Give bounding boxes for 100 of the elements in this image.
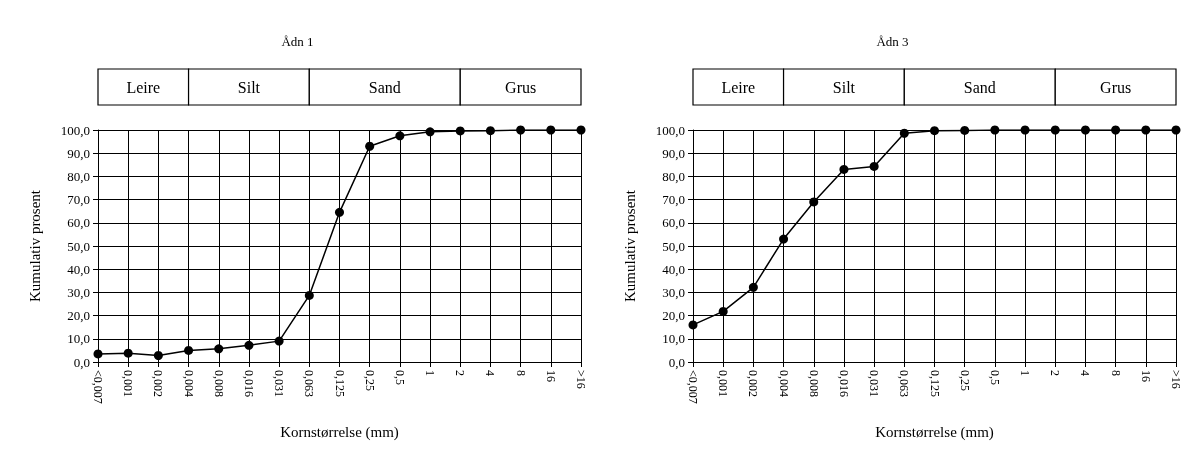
x-tick-label: 0,004 [776, 370, 791, 397]
x-tick-label: 8 [1108, 370, 1123, 376]
x-tick-label: 0,001 [121, 370, 136, 397]
y-tick-label: 90,0 [67, 145, 90, 161]
point [576, 125, 586, 135]
point [425, 127, 435, 137]
point [1080, 125, 1090, 135]
y-axis-title: Kumulativ prosent [621, 189, 638, 303]
text: Grus [505, 78, 537, 96]
y-tick-label: 100,0 [60, 122, 90, 138]
point [244, 340, 254, 350]
x-tick-label: 0,063 [302, 370, 317, 397]
y-tick-label: 60,0 [67, 215, 90, 231]
text: Sand [368, 78, 401, 96]
point [1141, 125, 1151, 135]
chart-title: Ådn 1 [281, 34, 314, 49]
y-tick-label: 20,0 [662, 308, 685, 324]
point [899, 128, 909, 138]
x-tick-label: 1 [423, 370, 438, 376]
x-tick-label: 4 [1078, 370, 1093, 376]
point [485, 126, 495, 136]
y-tick-label: 50,0 [662, 238, 685, 254]
point [214, 344, 224, 354]
x-tick-label: <0,007 [91, 370, 105, 404]
y-tick-label: 10,0 [67, 331, 90, 347]
x-tick-label: 0,125 [927, 370, 942, 397]
point [869, 161, 879, 171]
x-tick-label: 4 [483, 370, 498, 376]
x-tick-label: 0,004 [181, 370, 196, 397]
x-tick-label: 0,002 [151, 370, 166, 397]
x-tick-label: 0,031 [867, 370, 882, 397]
x-tick-label: >16 [1169, 370, 1183, 389]
point [335, 207, 344, 217]
point [1111, 125, 1121, 135]
point [1020, 125, 1030, 135]
y-tick-label: 0,0 [668, 354, 685, 370]
y-tick-label: 20,0 [67, 308, 90, 324]
x-tick-label: 0,016 [241, 370, 256, 397]
x-tick-label: 0,008 [806, 370, 821, 397]
point [748, 282, 758, 292]
y-tick-label: 90,0 [662, 145, 685, 161]
text: Silt [832, 78, 856, 96]
x-tick-label: 0,001 [716, 370, 731, 397]
text: Silt [237, 78, 261, 96]
point [779, 234, 789, 244]
y-tick-label: 70,0 [662, 192, 685, 208]
point [304, 290, 314, 300]
point [990, 125, 1000, 135]
y-tick-label: 80,0 [67, 168, 90, 184]
point [93, 349, 103, 359]
x-tick-label: 16 [1138, 370, 1153, 382]
point [455, 126, 465, 136]
y-tick-label: 50,0 [67, 238, 90, 254]
x-tick-label: 0,002 [746, 370, 761, 397]
x-tick-label: 16 [543, 370, 558, 382]
y-tick-label: 80,0 [662, 168, 685, 184]
x-tick-label: 2 [1048, 370, 1063, 376]
x-tick-label: 0,063 [897, 370, 912, 397]
chart-title: Ådn 3 [876, 34, 909, 49]
y-tick-label: 70,0 [67, 192, 90, 208]
text: Leire [721, 78, 756, 96]
y-tick-label: 100,0 [655, 122, 685, 138]
x-tick-label: 0,016 [836, 370, 851, 397]
point [839, 164, 849, 174]
text: Grus [1100, 78, 1132, 96]
y-tick-label: 40,0 [662, 261, 685, 277]
y-axis-title: Kumulativ prosent [26, 189, 43, 303]
point [274, 336, 284, 346]
x-tick-label: 2 [453, 370, 468, 376]
text: Leire [126, 78, 161, 96]
point [395, 131, 405, 141]
x-axis-title: Kornstørrelse (mm) [875, 423, 994, 441]
x-tick-label: 0,031 [272, 370, 287, 397]
point [930, 126, 939, 136]
text: Sand [963, 78, 996, 96]
point [960, 125, 970, 135]
y-tick-label: 40,0 [67, 261, 90, 277]
point [688, 320, 698, 330]
x-tick-label: <0,007 [686, 370, 700, 404]
x-tick-label: 0,5 [987, 370, 1002, 385]
point [365, 141, 375, 151]
y-tick-label: 30,0 [662, 284, 685, 300]
point [153, 351, 163, 360]
x-tick-label: 0,25 [957, 370, 972, 391]
x-tick-label: >16 [574, 370, 588, 389]
point [123, 348, 133, 358]
y-tick-label: 10,0 [662, 331, 685, 347]
point [718, 306, 728, 316]
point [184, 345, 194, 355]
point [1050, 125, 1060, 135]
y-tick-label: 0,0 [73, 354, 90, 370]
y-tick-label: 30,0 [67, 284, 90, 300]
x-tick-label: 0,008 [211, 370, 226, 397]
y-tick-label: 60,0 [662, 215, 685, 231]
x-axis-title: Kornstørrelse (mm) [280, 423, 399, 441]
x-tick-label: 0,25 [362, 370, 377, 391]
point [1171, 125, 1181, 135]
point [546, 125, 556, 135]
x-tick-label: 8 [513, 370, 528, 376]
point [809, 197, 819, 207]
